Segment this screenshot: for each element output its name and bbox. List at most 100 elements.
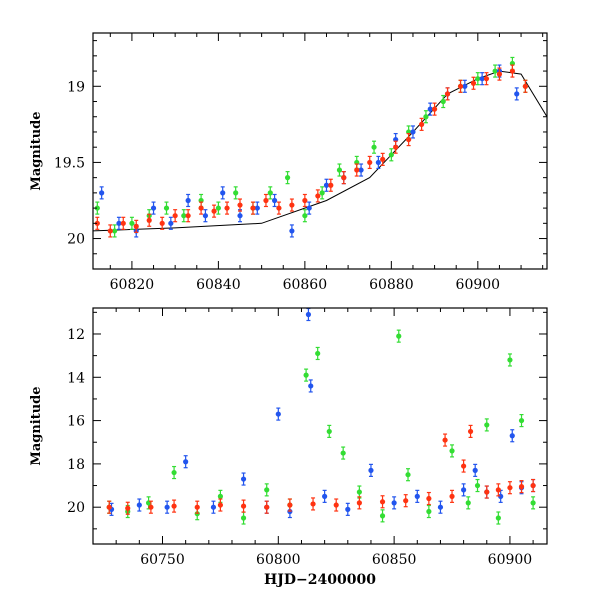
bottom-series-0-point-9 <box>303 372 309 378</box>
bottom-series-2-point-19 <box>484 489 490 495</box>
top-series-2-point-19 <box>341 175 347 181</box>
top-y-tick-label-1: 19.5 <box>54 155 85 171</box>
top-series-0-point-10 <box>267 190 273 196</box>
bottom-series-2-point-1 <box>125 505 131 511</box>
top-series-2-point-9 <box>211 208 217 214</box>
bottom-series-2-point-6 <box>240 503 247 509</box>
top-series-0-point-8 <box>233 190 239 196</box>
top-series-1-point-6 <box>202 213 209 219</box>
top-series-1-point-15 <box>358 167 364 173</box>
bottom-series-1-point-15 <box>414 493 420 499</box>
top-model-curve <box>93 70 547 232</box>
bottom-series-2-point-15 <box>442 437 448 443</box>
bottom-series-1-point-18 <box>472 467 478 473</box>
bottom-series-0-point-11 <box>326 428 332 435</box>
top-x-tick-label-4: 60900 <box>456 277 501 293</box>
bottom-series-0-point-6 <box>240 515 247 521</box>
bottom-series-2-point-11 <box>356 500 362 506</box>
top-x-tick-label-1: 60840 <box>196 277 241 293</box>
bottom-series-0 <box>106 329 536 525</box>
bottom-series-0-point-17 <box>426 508 432 515</box>
top-series-1-point-7 <box>220 190 226 196</box>
top-series-0-point-4 <box>163 205 170 211</box>
bottom-series-1-point-10 <box>308 383 314 389</box>
top-series-2-point-6 <box>172 213 178 219</box>
top-series-0-point-19 <box>423 114 429 120</box>
top-series-2-point-25 <box>419 121 425 127</box>
top-series-0-point-14 <box>336 167 343 173</box>
bottom-series-1-point-20 <box>498 493 504 499</box>
top-series-2-point-32 <box>509 68 516 74</box>
top-series-0 <box>94 56 528 238</box>
top-series-0-point-7 <box>215 205 221 211</box>
bottom-panel-y-axis-label: Magnitude <box>29 386 44 465</box>
top-series-2-point-21 <box>367 159 373 166</box>
bottom-series-2-point-4 <box>194 504 200 510</box>
top-series-2-point-20 <box>354 167 360 173</box>
bottom-series-2-point-21 <box>507 485 513 491</box>
bottom-series-2-point-9 <box>310 501 316 507</box>
top-panel-data-layer <box>93 56 547 238</box>
top-series-2-point-28 <box>457 83 464 89</box>
top-series-2-point-22 <box>380 156 386 162</box>
top-panel-frame <box>92 32 548 270</box>
top-x-tick-label-2: 60860 <box>283 277 328 293</box>
top-series-2-point-0 <box>94 220 100 226</box>
x-axis-label: HJD−2400000 <box>264 572 376 588</box>
bottom-series-0-point-12 <box>340 450 346 456</box>
top-series-1-point-13 <box>323 182 330 188</box>
top-series-2-point-2 <box>120 220 126 226</box>
bottom-series-2-point-14 <box>426 495 432 502</box>
top-series-2-point-13 <box>263 197 269 204</box>
bottom-series-1-point-2 <box>164 504 170 510</box>
bottom-series-1-point-17 <box>461 487 467 493</box>
bottom-y-tick-label-2: 16 <box>67 414 85 430</box>
top-series-2-point-1 <box>107 228 113 234</box>
bottom-y-tick-label-0: 12 <box>67 327 85 343</box>
bottom-series-2-point-2 <box>148 504 154 510</box>
bottom-series-1 <box>108 308 536 519</box>
bottom-series-0-point-15 <box>396 333 402 339</box>
bottom-series-0-point-14 <box>379 513 386 519</box>
top-series-0-point-12 <box>302 213 308 219</box>
bottom-series-1-point-13 <box>368 467 374 473</box>
bottom-series-2-point-8 <box>287 502 293 508</box>
top-series-2-point-7 <box>185 213 191 219</box>
bottom-series-0-point-5 <box>217 493 223 499</box>
bottom-panel-frame <box>92 307 548 545</box>
top-series-1-point-0 <box>99 190 105 196</box>
bottom-series-0-point-13 <box>356 489 362 495</box>
bottom-y-tick-label-3: 18 <box>67 457 85 473</box>
top-series-1-point-3 <box>150 205 157 211</box>
top-y-tick-label-2: 20 <box>67 232 85 248</box>
bottom-series-0-point-19 <box>465 500 471 506</box>
bottom-series-1-point-7 <box>275 411 281 417</box>
bottom-series-1-point-9 <box>305 311 312 318</box>
top-series-1-point-9 <box>254 205 260 211</box>
bottom-series-0-point-22 <box>495 515 501 521</box>
top-panel-y-axis-label: Magnitude <box>29 111 44 190</box>
top-series-0-point-22 <box>475 76 481 82</box>
bottom-series-2-point-20 <box>495 487 501 493</box>
top-series-2-point-30 <box>483 76 490 82</box>
bottom-x-tick-label-2: 60850 <box>372 552 417 568</box>
bottom-panel-data-layer <box>106 308 536 525</box>
bottom-series-0-point-20 <box>474 482 481 489</box>
top-series-2 <box>94 64 528 238</box>
top-series-0-point-5 <box>181 213 187 219</box>
top-x-tick-label-3: 60880 <box>369 277 414 293</box>
top-series-2-point-15 <box>289 202 295 208</box>
bottom-series-1-point-21 <box>509 433 515 439</box>
bottom-series-1-point-4 <box>210 504 217 510</box>
bottom-series-0-point-24 <box>518 417 525 424</box>
top-series-0-point-23 <box>492 68 498 74</box>
bottom-series-2-point-5 <box>217 502 223 508</box>
top-series-1-point-10 <box>272 197 278 204</box>
top-series-0-point-13 <box>319 190 325 196</box>
top-series-1-point-5 <box>185 197 191 204</box>
top-series-2-point-5 <box>159 220 165 226</box>
top-series-1-point-1 <box>116 220 122 226</box>
bottom-series-2-point-13 <box>403 498 409 504</box>
bottom-series-2-point-0 <box>106 504 112 510</box>
